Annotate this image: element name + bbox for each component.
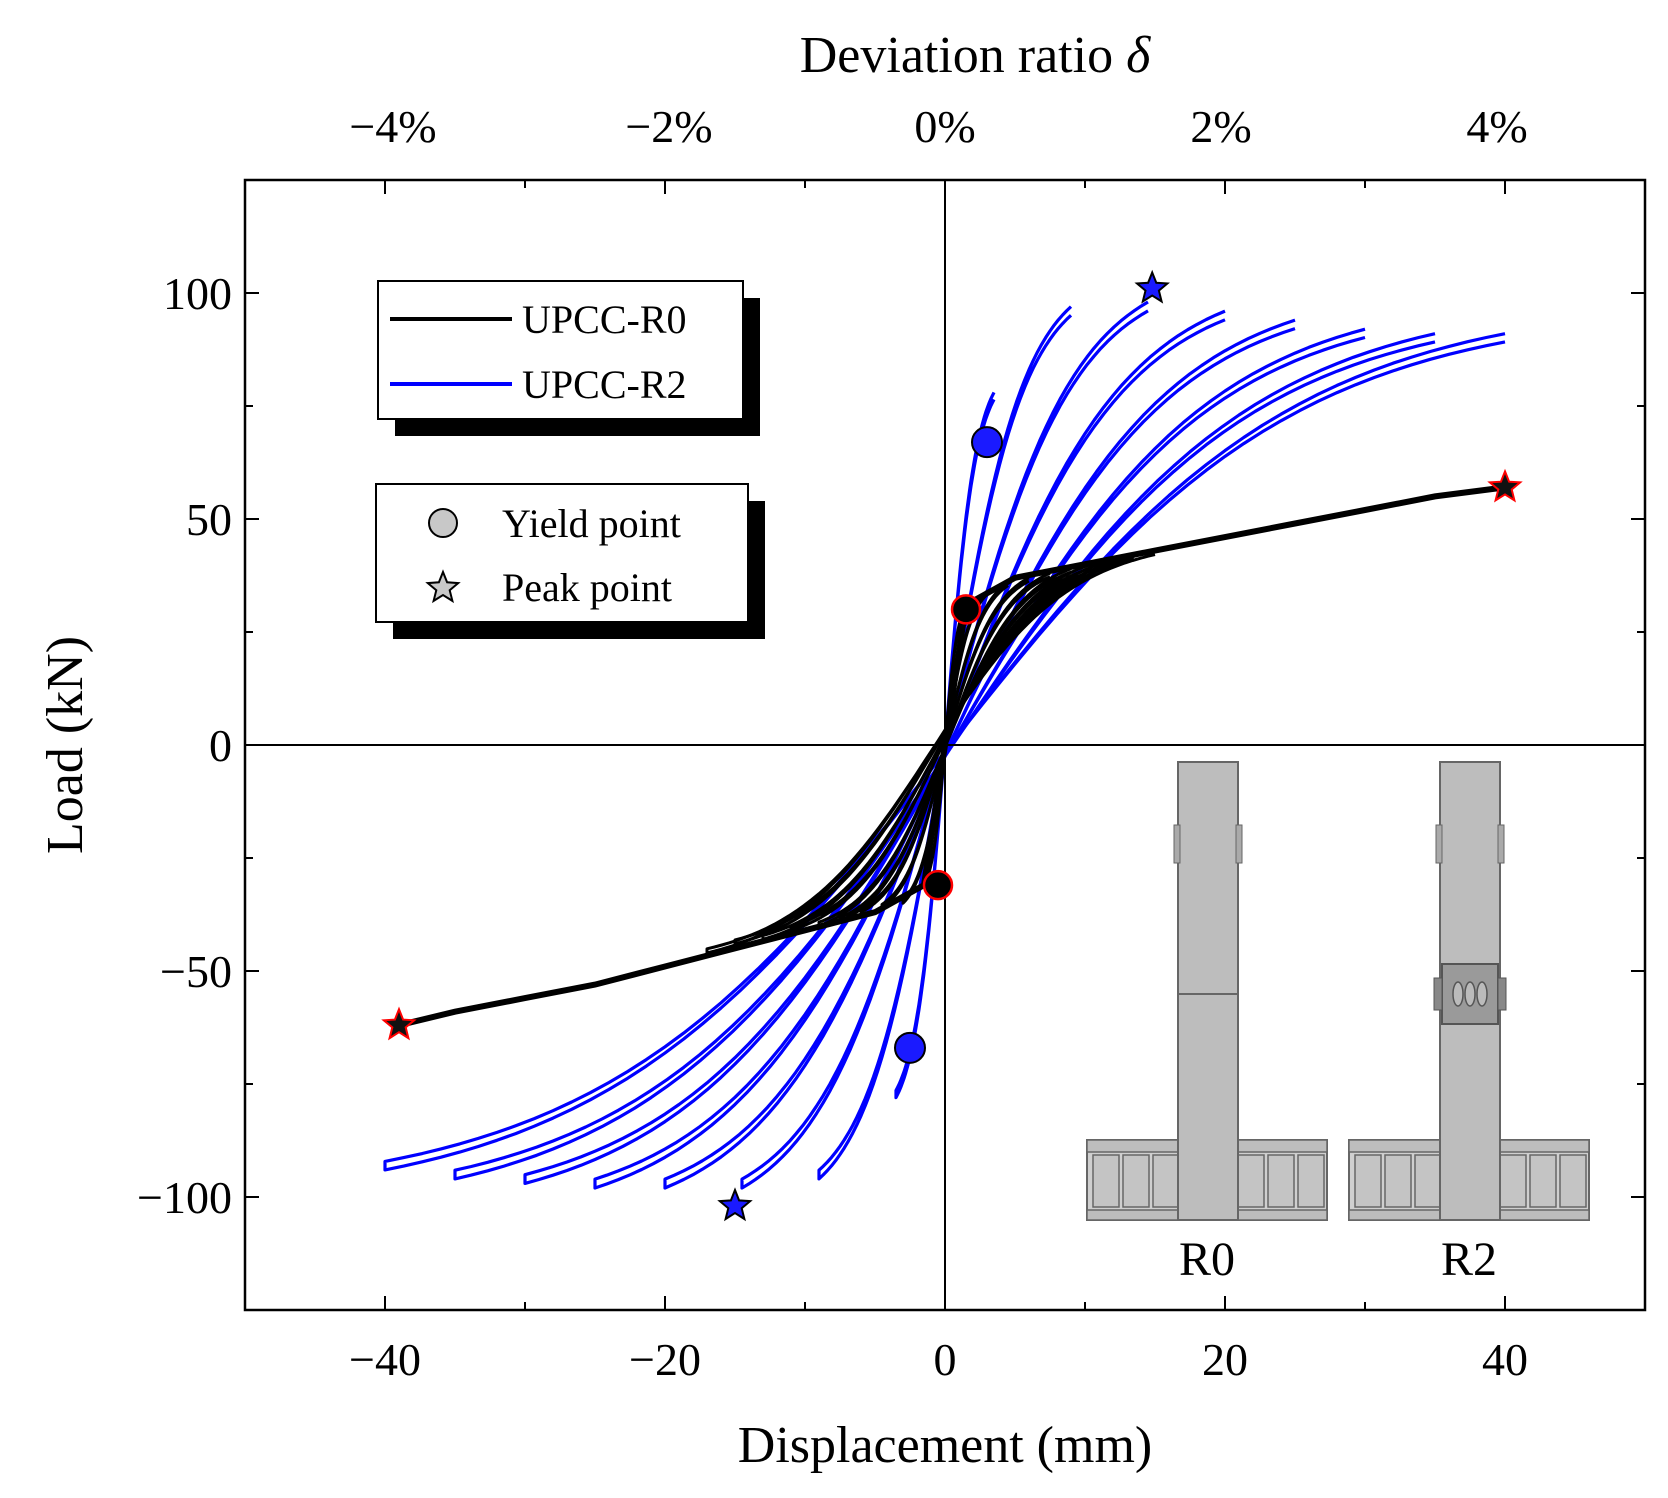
r0-loop-9 (705, 549, 1156, 955)
x-tick-label: 40 (1482, 1334, 1528, 1385)
x-axis-title: Displacement (mm) (738, 1417, 1152, 1474)
top-axis-title-symbol: δ (1126, 27, 1151, 84)
legend-label-r2: UPCC-R2 (522, 362, 687, 407)
y-axis-title: Load (kN) (37, 636, 94, 854)
peak-R2-pos-marker (1134, 269, 1170, 304)
markers-layer (381, 269, 1523, 1222)
legend-star-icon (425, 569, 461, 604)
curves-layer (383, 300, 1506, 1190)
y-tick-label: −50 (160, 946, 232, 997)
r2-loop-4 (593, 318, 1296, 1190)
r2-loop-3 (663, 309, 1226, 1190)
legend-box (377, 280, 744, 420)
peak-R0-neg-marker (381, 1006, 417, 1041)
y-tick-label: 50 (186, 494, 232, 545)
peak-R0-pos-marker (1487, 468, 1523, 503)
r2-loop-7 (383, 332, 1506, 1172)
top-tick-label: −2% (625, 101, 712, 152)
legend-label-yield: Yield point (502, 501, 681, 546)
top-tick-label: −4% (349, 101, 436, 152)
legend-label-peak: Peak point (502, 565, 672, 610)
y-tick-label: 100 (163, 268, 232, 319)
specimen-r2-illustration (1348, 761, 1590, 1221)
r2-loop-6 (453, 332, 1436, 1181)
series-legend: UPCC-R0 UPCC-R2 (377, 280, 760, 436)
yield-R0-pos-marker (950, 594, 982, 625)
inset-label-r0: R0 (1179, 1233, 1235, 1286)
x-tick-label: −40 (349, 1334, 421, 1385)
yield-R2-pos-marker (971, 426, 1003, 459)
yield-R0-neg-marker (922, 869, 954, 901)
top-axis-title-text: Deviation ratio (800, 27, 1126, 84)
r2-loop-0 (894, 391, 996, 1100)
x-tick-label: 20 (1202, 1334, 1248, 1385)
r0-envelope-pos (942, 484, 1506, 746)
y-tick-label: 0 (209, 720, 232, 771)
top-tick-label: 4% (1466, 101, 1527, 152)
top-tick-label: 0% (914, 101, 975, 152)
x-tick-label: −20 (629, 1334, 701, 1385)
tick-marks (244, 179, 1646, 1311)
specimen-r0-illustration (1086, 761, 1328, 1221)
inset-label-r2: R2 (1441, 1233, 1497, 1286)
peak-R2-neg-marker (717, 1187, 753, 1222)
x-tick-label: 0 (934, 1334, 957, 1385)
top-axis-title: Deviation ratio δ (800, 27, 1151, 84)
r2-loop-2 (740, 300, 1149, 1190)
r2-loop-1 (817, 305, 1073, 1181)
top-tick-label: 2% (1190, 101, 1251, 152)
y-tick-label: −100 (137, 1172, 232, 1223)
yield-R2-neg-marker (894, 1031, 926, 1064)
legend-label-r0: UPCC-R0 (522, 297, 687, 342)
r2-loop-5 (523, 327, 1366, 1185)
r0-envelope-neg (398, 744, 948, 1029)
marker-legend: Yield point Peak point (375, 483, 765, 639)
legend-circle-icon (428, 508, 458, 538)
